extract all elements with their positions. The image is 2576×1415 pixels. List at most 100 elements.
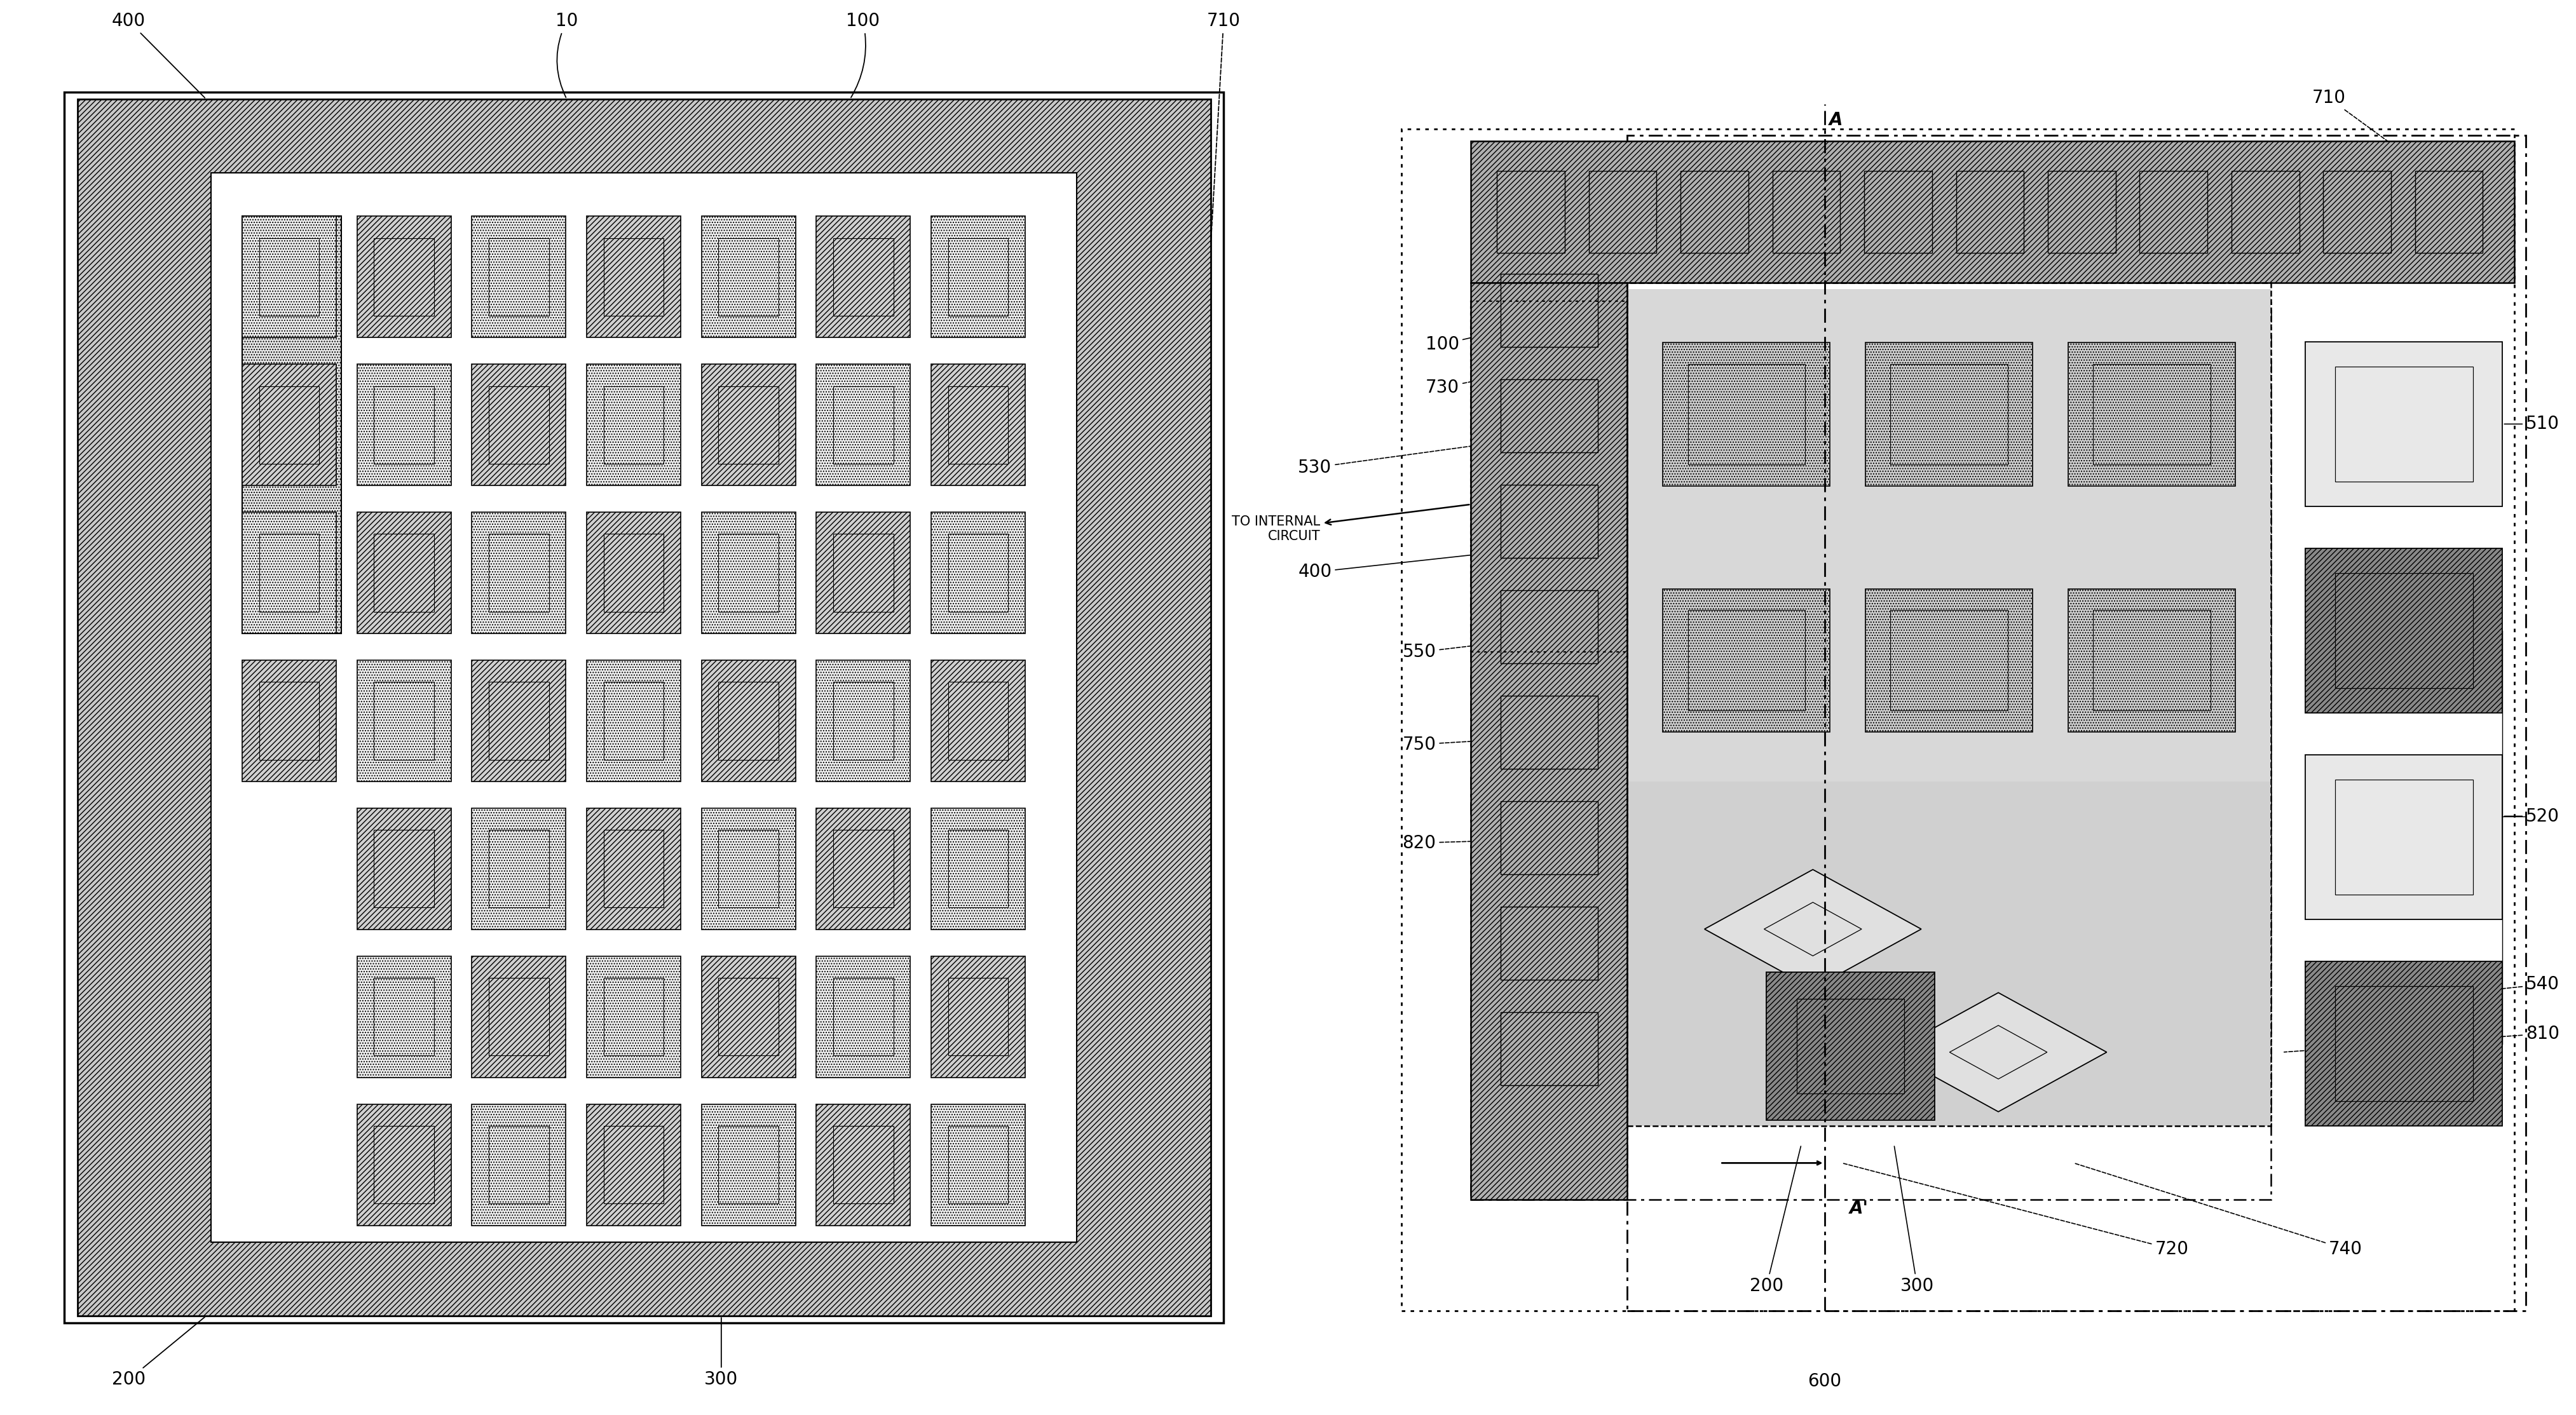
Bar [719, 238, 778, 316]
Bar [2334, 366, 2473, 481]
Bar [832, 386, 894, 464]
Bar [948, 978, 1007, 1056]
Bar [1589, 171, 1656, 253]
Bar [374, 682, 435, 760]
Bar [489, 386, 549, 464]
Bar [701, 661, 796, 781]
Bar [374, 1126, 435, 1204]
Bar [1891, 610, 2007, 710]
Text: TO INTERNAL
CIRCUIT: TO INTERNAL CIRCUIT [1231, 505, 1468, 543]
Bar [1502, 273, 1597, 347]
Bar [701, 512, 796, 634]
Text: 400: 400 [111, 13, 206, 98]
Bar [930, 808, 1025, 930]
Bar [930, 1104, 1025, 1225]
Bar [817, 512, 909, 634]
Bar [1628, 283, 2272, 1126]
Bar [948, 238, 1007, 316]
Bar [832, 682, 894, 760]
Bar [587, 216, 680, 338]
Bar [719, 682, 778, 760]
Bar [1772, 171, 1839, 253]
Bar [2416, 171, 2483, 253]
Bar [489, 978, 549, 1056]
Bar [1662, 342, 1829, 485]
Bar [832, 831, 894, 907]
Bar [1502, 696, 1597, 768]
Bar [358, 661, 451, 781]
Bar [358, 1104, 451, 1225]
Bar [1628, 134, 2524, 1310]
Bar [817, 1104, 909, 1225]
Bar [832, 978, 894, 1056]
Bar [930, 512, 1025, 634]
Bar [719, 831, 778, 907]
Bar [2324, 171, 2391, 253]
Text: 720: 720 [1844, 1163, 2190, 1258]
Bar [260, 533, 319, 611]
Bar [587, 661, 680, 781]
Bar [817, 661, 909, 781]
Bar [1471, 283, 1628, 1200]
Bar [2306, 342, 2504, 507]
Bar [587, 808, 680, 930]
Bar [603, 682, 665, 760]
Bar [587, 364, 680, 485]
Bar [1865, 589, 2032, 732]
Text: 400: 400 [1298, 548, 1538, 582]
Bar [948, 682, 1007, 760]
Bar [471, 512, 567, 634]
Text: 200: 200 [1749, 1146, 1801, 1295]
Bar [358, 957, 451, 1077]
Bar [1891, 364, 2007, 464]
Bar [374, 978, 435, 1056]
Text: 510: 510 [2504, 415, 2561, 433]
Bar [358, 364, 451, 485]
Bar [2334, 780, 2473, 894]
Bar [374, 386, 435, 464]
Bar [374, 533, 435, 611]
Bar [1687, 610, 1806, 710]
Bar [1502, 484, 1597, 558]
Bar [1401, 129, 2514, 1310]
Bar [817, 364, 909, 485]
Bar [489, 1126, 549, 1204]
Bar [603, 533, 665, 611]
Bar [587, 957, 680, 1077]
Text: 540: 540 [2308, 975, 2561, 1009]
Bar [358, 808, 451, 930]
Bar [1471, 301, 2272, 1200]
Bar [832, 1126, 894, 1204]
Bar [817, 957, 909, 1077]
Bar [1687, 364, 1806, 464]
Bar [1795, 999, 1904, 1094]
Bar [930, 364, 1025, 485]
Bar [489, 682, 549, 760]
Bar [817, 216, 909, 338]
Bar [930, 661, 1025, 781]
Bar [489, 238, 549, 316]
Bar [930, 216, 1025, 338]
Bar [2306, 962, 2504, 1126]
Bar [701, 957, 796, 1077]
Bar [719, 1126, 778, 1204]
Text: 300: 300 [703, 1317, 739, 1388]
Bar [948, 1126, 1007, 1204]
Bar [471, 216, 567, 338]
Text: 530: 530 [1298, 437, 1538, 477]
Bar [358, 512, 451, 634]
Bar [1628, 289, 2272, 781]
Bar [2334, 573, 2473, 688]
Text: 100: 100 [1425, 301, 1625, 354]
Text: 820: 820 [1401, 833, 1625, 852]
Bar [358, 216, 451, 338]
Bar [1628, 781, 2272, 1126]
Bar [489, 533, 549, 611]
Bar [587, 1104, 680, 1225]
Bar [471, 808, 567, 930]
Bar [260, 238, 319, 316]
Bar [2094, 610, 2210, 710]
Text: 100: 100 [845, 13, 881, 98]
Text: 730: 730 [1425, 351, 1625, 396]
Bar [1865, 342, 2032, 485]
